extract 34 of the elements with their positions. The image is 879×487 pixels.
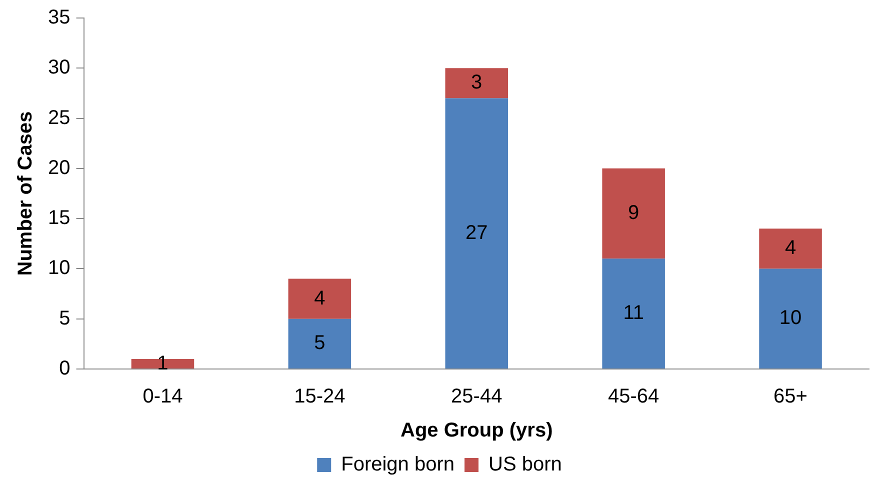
x-tick-label: 45-64 <box>608 386 660 408</box>
bar <box>602 258 665 368</box>
y-tick-label: 30 <box>48 56 70 79</box>
legend-label: Foreign born <box>341 454 455 476</box>
x-tick-label: 65+ <box>774 386 808 408</box>
data-label: 4 <box>314 287 326 310</box>
data-label: 3 <box>471 72 482 94</box>
data-label: 11 <box>623 302 644 324</box>
bar <box>759 228 822 269</box>
data-label: 1 <box>157 352 168 374</box>
data-label: 27 <box>466 222 488 244</box>
data-label: 4 <box>784 237 796 260</box>
legend-label: US born <box>488 454 562 476</box>
y-tick-label: 25 <box>48 106 70 129</box>
y-tick-label: 35 <box>48 6 70 29</box>
y-tick-label: 10 <box>48 257 70 280</box>
x-tick-label: 0-14 <box>142 386 183 408</box>
data-label: 9 <box>628 202 640 224</box>
bar <box>759 268 822 368</box>
bar <box>288 278 352 319</box>
data-label: 10 <box>779 307 802 330</box>
y-tick-label: 20 <box>48 156 70 179</box>
y-tick-label: 5 <box>59 307 70 330</box>
bar <box>288 318 352 368</box>
x-tick-label: 25-44 <box>451 386 502 408</box>
y-tick-label: 15 <box>48 207 70 230</box>
y-axis-title: Number of Cases <box>14 111 37 276</box>
bar <box>445 68 508 98</box>
x-tick-label: 15-24 <box>294 386 346 408</box>
bar <box>445 98 508 368</box>
y-tick-label: 0 <box>59 358 70 380</box>
data-label: 5 <box>314 332 326 354</box>
x-axis-title: Age Group (yrs) <box>400 420 553 442</box>
bar <box>602 168 665 259</box>
